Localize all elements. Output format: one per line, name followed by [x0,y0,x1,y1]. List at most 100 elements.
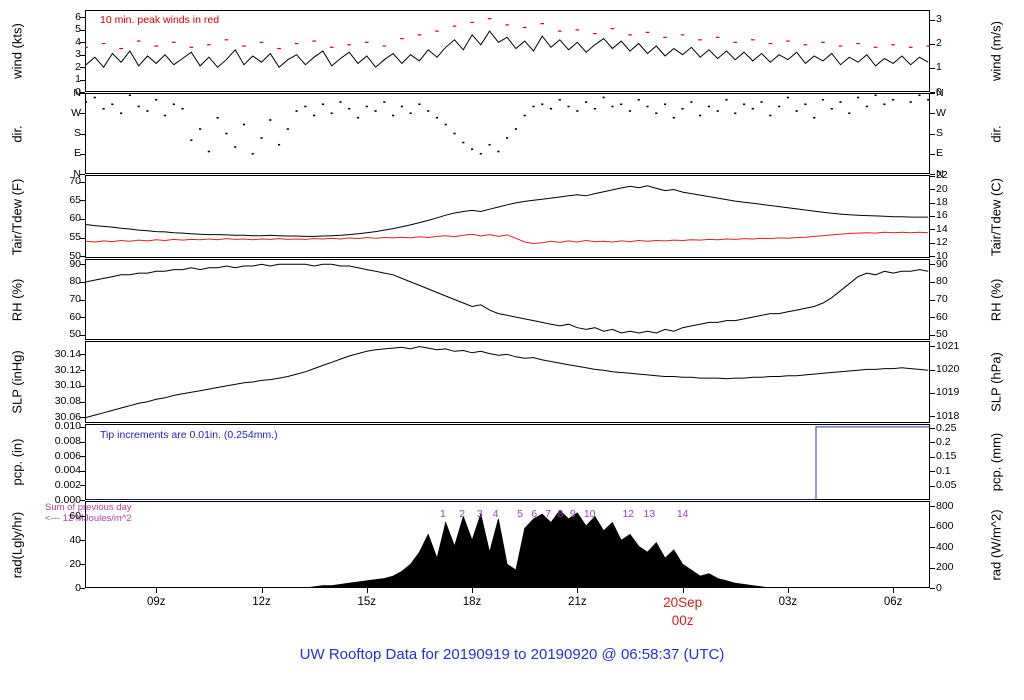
y-tick-label: 12 [936,236,948,249]
y-tick-label: 10 [936,249,948,262]
pcp-plot-area [85,424,930,500]
y-tick-mark [80,174,85,175]
y-tick-mark [930,229,935,231]
y-tick-mark [930,67,935,69]
y-tick-label: 1 [75,73,81,86]
y-tick-mark [80,441,85,443]
y-tick-label: 50 [936,328,948,341]
temp-axis-label-left: Tair/Tdew (F) [9,178,25,255]
y-tick-label: N [73,167,81,180]
y-tick-label: 4 [75,35,81,48]
x-tick-mark [366,588,368,593]
y-tick-label: 60 [69,509,81,522]
y-tick-mark [80,426,85,428]
y-tick-mark [80,42,85,44]
y-tick-mark [80,237,85,239]
y-tick-mark [80,540,85,542]
rad-hour-label: 6 [531,508,538,520]
rh-axis-label-left: RH (%) [9,278,25,321]
y-tick-mark [930,299,935,301]
y-tick-mark [930,567,935,569]
x-tick-label: 12z [252,596,271,608]
y-tick-mark [930,189,935,191]
y-tick-label: 30.08 [54,395,81,408]
y-tick-mark [80,588,85,589]
y-tick-mark [930,215,935,217]
rad-hour-label: 13 [643,508,656,520]
y-tick-mark [930,174,935,175]
rad-hour-label: 8 [557,508,564,520]
y-tick-mark [80,67,85,69]
x-axis: 09z 12z 15z 18z 21z 20Sep 00z 03z 06z [0,588,1024,638]
y-tick-mark [930,317,935,319]
y-tick-mark [930,547,935,548]
temp-axis-label-right: Tair/Tdew (C) [988,177,1004,256]
y-tick-label: 40 [69,533,81,546]
y-tick-label: 1019 [936,386,960,399]
x-tick-label: 06z [883,596,903,608]
y-tick-mark [930,43,935,45]
y-tick-label: 0 [936,581,942,594]
y-tick-label: 30.06 [54,410,81,423]
rh-axis-label-right: RH (%) [988,278,1004,321]
y-tick-label: 0.010 [54,420,81,433]
y-tick-label: 0.008 [54,435,81,448]
y-tick-label: N [936,167,944,180]
rad-axis-label-right: rad (W/m^2) [988,508,1004,581]
rh-plot-area [85,259,930,340]
y-tick-mark [80,17,85,19]
rad-hour-label: 9 [569,508,576,520]
rad-hour-label: 1 [439,508,446,520]
y-tick-label: 70 [936,293,948,305]
y-tick-mark [80,417,85,419]
y-tick-mark [80,133,85,135]
y-tick-label: 60 [69,310,81,323]
y-tick-mark [80,29,85,31]
y-tick-label: 0.1 [936,464,951,477]
wind-plot-area [85,10,930,92]
y-tick-mark [930,485,935,487]
y-tick-mark [930,175,935,177]
y-tick-mark [80,385,85,387]
y-tick-label: 0.004 [54,464,81,477]
chart-title: UW Rooftop Data for 20190919 to 20190920… [299,646,725,663]
y-tick-label: E [73,147,81,160]
y-tick-mark [80,93,85,94]
x-tick-mark [472,588,474,593]
y-tick-label: W [71,106,81,119]
y-tick-mark [80,354,85,356]
y-tick-mark [80,370,85,372]
y-tick-mark [80,456,85,458]
y-tick-mark [930,153,935,155]
x-tick-mark [682,588,684,593]
y-tick-mark [80,54,85,56]
y-tick-label: 80 [69,275,81,288]
y-tick-label: 1018 [936,409,960,422]
y-tick-label: 55 [69,231,81,244]
y-tick-label: W [936,106,946,119]
y-tick-label: S [936,127,944,139]
y-tick-mark [80,281,85,283]
pcp-axis-label-right: pcp. (mm) [988,432,1004,492]
panel-temperature: Tair/Tdew (F) Tair/Tdew (C) 50 55 60 65 70 10… [0,169,1024,261]
slp-plot-area [85,341,930,423]
y-tick-label: 20 [936,182,948,195]
rad-axis-label-left: rad(Lgly/hr) [9,511,25,578]
dir-axis-label-right: dir. [988,124,1004,143]
y-tick-label: 200 [936,561,954,573]
y-tick-label: 5 [75,23,81,36]
y-tick-label: 0.25 [936,421,957,434]
panel-wind: wind (kts) wind (m/s) 10 min. peak winds… [0,10,1024,98]
y-tick-mark [80,317,85,319]
panel-radiation: rad(Lgly/hr) rad (W/m^2) Sum of previous… [0,500,1024,594]
y-tick-label: 0.006 [54,449,81,462]
slp-axis-label-left: SLP (inHg) [9,350,25,414]
y-tick-label: N [936,86,944,99]
y-tick-mark [930,242,935,244]
slp-axis-label-right: SLP (hPa) [988,352,1004,412]
y-tick-label: S [73,127,81,139]
y-tick-label: 16 [936,209,948,222]
y-tick-label: 30.10 [54,379,81,392]
